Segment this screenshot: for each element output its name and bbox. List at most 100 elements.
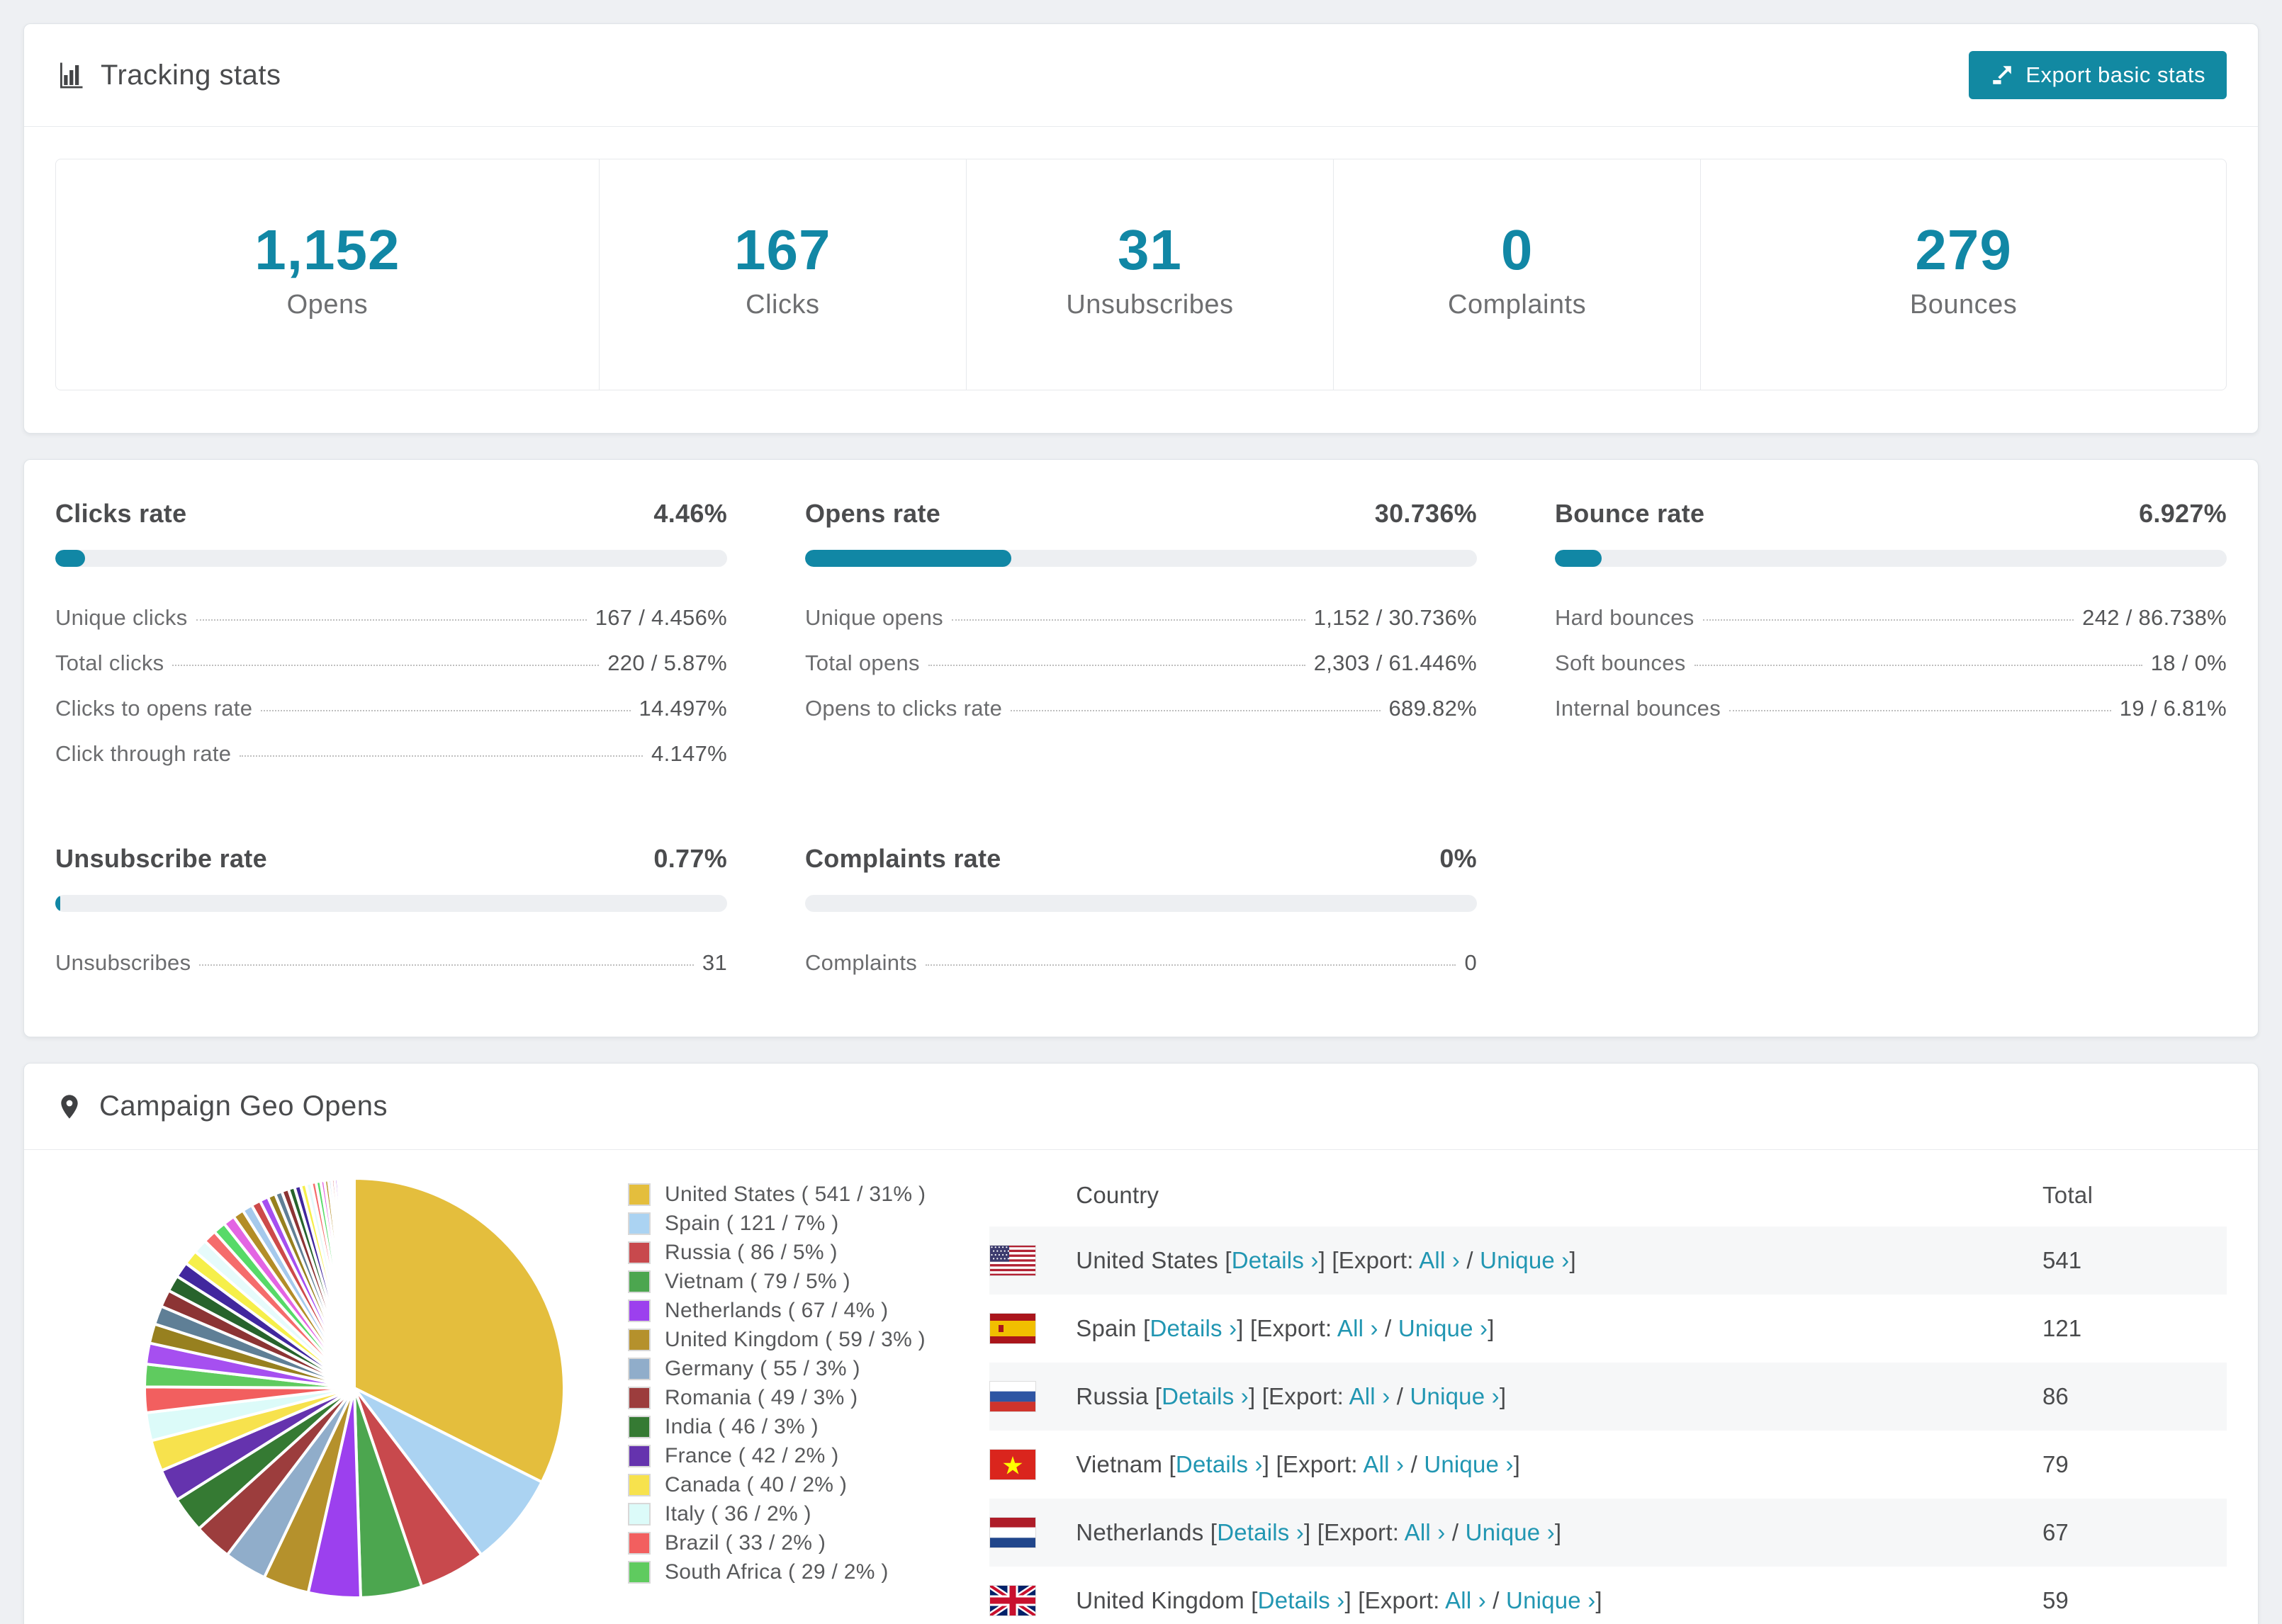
export-basic-stats-button[interactable]: Export basic stats <box>1969 51 2227 99</box>
export-all-link[interactable]: All › <box>1349 1383 1390 1409</box>
bar-chart-icon <box>55 60 85 90</box>
clicks-rate-progressbar <box>55 550 727 567</box>
rate-row: Total opens 2,303 / 61.446% <box>805 650 1477 675</box>
legend-item-spain[interactable]: Spain ( 121 / 7% ) <box>628 1209 926 1238</box>
legend-swatch <box>628 1357 651 1380</box>
export-all-link[interactable]: All › <box>1363 1451 1405 1477</box>
legend-item-germany[interactable]: Germany ( 55 / 3% ) <box>628 1354 926 1383</box>
flag-gb-icon <box>989 1585 1037 1616</box>
column-header-total: Total <box>2042 1182 2093 1208</box>
export-unique-link[interactable]: Unique › <box>1398 1315 1488 1341</box>
legend-item-vietnam[interactable]: Vietnam ( 79 / 5% ) <box>628 1267 926 1296</box>
legend-item-france[interactable]: France ( 42 / 2% ) <box>628 1441 926 1470</box>
legend-swatch <box>628 1531 651 1555</box>
legend-item-italy[interactable]: Italy ( 36 / 2% ) <box>628 1499 926 1528</box>
details-link[interactable]: Details › <box>1257 1587 1345 1613</box>
rate-row: Unique clicks 167 / 4.456% <box>55 605 727 630</box>
pie-slice-united-states[interactable] <box>353 1177 566 1484</box>
export-all-link[interactable]: All › <box>1445 1587 1486 1613</box>
dotted-leader <box>926 964 1456 966</box>
export-unique-link[interactable]: Unique › <box>1465 1519 1555 1545</box>
legend-item-netherlands[interactable]: Netherlands ( 67 / 4% ) <box>628 1296 926 1325</box>
rate-title: Complaints rate <box>805 844 1001 873</box>
legend-item-south-africa[interactable]: South Africa ( 29 / 2% ) <box>628 1557 926 1586</box>
legend-label: Italy ( 36 / 2% ) <box>665 1501 811 1526</box>
summary-stat-bounces: 279 Bounces <box>1701 159 2226 390</box>
stat-label: Clicks <box>746 290 820 320</box>
geo-pie-chart <box>137 1171 571 1608</box>
details-link[interactable]: Details › <box>1150 1315 1237 1341</box>
export-all-link[interactable]: All › <box>1419 1247 1461 1273</box>
geo-body: United States ( 541 / 31% ) Spain ( 121 /… <box>24 1150 2258 1624</box>
dotted-leader <box>172 665 600 666</box>
country-name: United Kingdom <box>1076 1587 1244 1613</box>
stat-value: 31 <box>1117 218 1182 281</box>
legend-swatch <box>628 1415 651 1438</box>
dotted-leader <box>240 755 643 757</box>
summary-stat-unsubscribes: 31 Unsubscribes <box>967 159 1334 390</box>
country-total: 121 <box>2042 1315 2082 1341</box>
legend-item-romania[interactable]: Romania ( 49 / 3% ) <box>628 1383 926 1412</box>
rate-row: Internal bounces 19 / 6.81% <box>1555 696 2227 721</box>
flag-es-icon <box>989 1313 1037 1344</box>
campaign-geo-opens-card: Campaign Geo Opens United States ( 541 /… <box>23 1063 2259 1624</box>
export-all-link[interactable]: All › <box>1404 1519 1446 1545</box>
geo-card-title: Campaign Geo Opens <box>55 1090 388 1122</box>
column-header-country: Country <box>1076 1182 1159 1208</box>
tracking-stats-body: 1,152 Opens 167 Clicks 31 Unsubscribes 0 Compla… <box>24 127 2258 433</box>
geo-table-row-united-states: United States [Details ›] [Export: All ›… <box>989 1227 2227 1295</box>
export-unique-link[interactable]: Unique › <box>1506 1587 1596 1613</box>
dotted-leader <box>261 710 631 711</box>
stat-value: 279 <box>1915 218 2012 281</box>
details-link[interactable]: Details › <box>1162 1383 1249 1409</box>
country-total: 86 <box>2042 1383 2069 1409</box>
geo-table: Country Total United States [Details ›] … <box>989 1164 2227 1624</box>
details-link[interactable]: Details › <box>1175 1451 1263 1477</box>
rate-percent: 6.927% <box>2139 499 2227 528</box>
export-unique-link[interactable]: Unique › <box>1410 1383 1500 1409</box>
summary-stats-row: 1,152 Opens 167 Clicks 31 Unsubscribes 0 Compla… <box>55 159 2227 390</box>
stat-value: 1,152 <box>254 218 400 281</box>
opens-rate-progressbar <box>805 550 1477 567</box>
legend-item-canada[interactable]: Canada ( 40 / 2% ) <box>628 1470 926 1499</box>
rate-row: Unique opens 1,152 / 30.736% <box>805 605 1477 630</box>
summary-stat-complaints: 0 Complaints <box>1334 159 1702 390</box>
geo-table-row-russia: Russia [Details ›] [Export: All › / Uniq… <box>989 1363 2227 1431</box>
legend-item-united-kingdom[interactable]: United Kingdom ( 59 / 3% ) <box>628 1325 926 1354</box>
legend-swatch <box>628 1473 651 1496</box>
country-total: 541 <box>2042 1247 2082 1273</box>
legend-item-russia[interactable]: Russia ( 86 / 5% ) <box>628 1238 926 1267</box>
flag-nl-icon <box>989 1517 1037 1548</box>
details-link[interactable]: Details › <box>1217 1519 1305 1545</box>
legend-item-brazil[interactable]: Brazil ( 33 / 2% ) <box>628 1528 926 1557</box>
dotted-leader <box>1702 619 2074 621</box>
country-name: United States <box>1076 1247 1219 1273</box>
legend-label: Netherlands ( 67 / 4% ) <box>665 1298 889 1322</box>
legend-label: Vietnam ( 79 / 5% ) <box>665 1269 850 1293</box>
legend-label: Romania ( 49 / 3% ) <box>665 1385 858 1409</box>
export-unique-link[interactable]: Unique › <box>1424 1451 1514 1477</box>
rate-title: Opens rate <box>805 499 941 528</box>
rate-row: Soft bounces 18 / 0% <box>1555 650 2227 675</box>
country-total: 59 <box>2042 1587 2069 1613</box>
legend-item-india[interactable]: India ( 46 / 3% ) <box>628 1412 926 1441</box>
legend-label: United Kingdom ( 59 / 3% ) <box>665 1327 926 1351</box>
pie-slice-spain[interactable] <box>353 1387 544 1557</box>
details-link[interactable]: Details › <box>1231 1247 1319 1273</box>
page-title: Tracking stats <box>101 59 281 91</box>
stat-label: Unsubscribes <box>1066 290 1234 320</box>
rate-percent: 0.77% <box>653 844 727 873</box>
rate-percent: 4.46% <box>653 499 727 528</box>
rate-row: Click through rate 4.147% <box>55 741 727 766</box>
dotted-leader <box>196 619 587 621</box>
export-unique-link[interactable]: Unique › <box>1480 1247 1570 1273</box>
stat-label: Opens <box>286 290 369 320</box>
export-all-link[interactable]: All › <box>1337 1315 1378 1341</box>
legend-item-united-states[interactable]: United States ( 541 / 31% ) <box>628 1180 926 1209</box>
tracking-stats-title: Tracking stats <box>55 60 281 91</box>
rate-title: Clicks rate <box>55 499 187 528</box>
legend-label: Spain ( 121 / 7% ) <box>665 1211 839 1235</box>
export-icon <box>1990 63 2014 87</box>
country-name: Russia <box>1076 1383 1149 1409</box>
